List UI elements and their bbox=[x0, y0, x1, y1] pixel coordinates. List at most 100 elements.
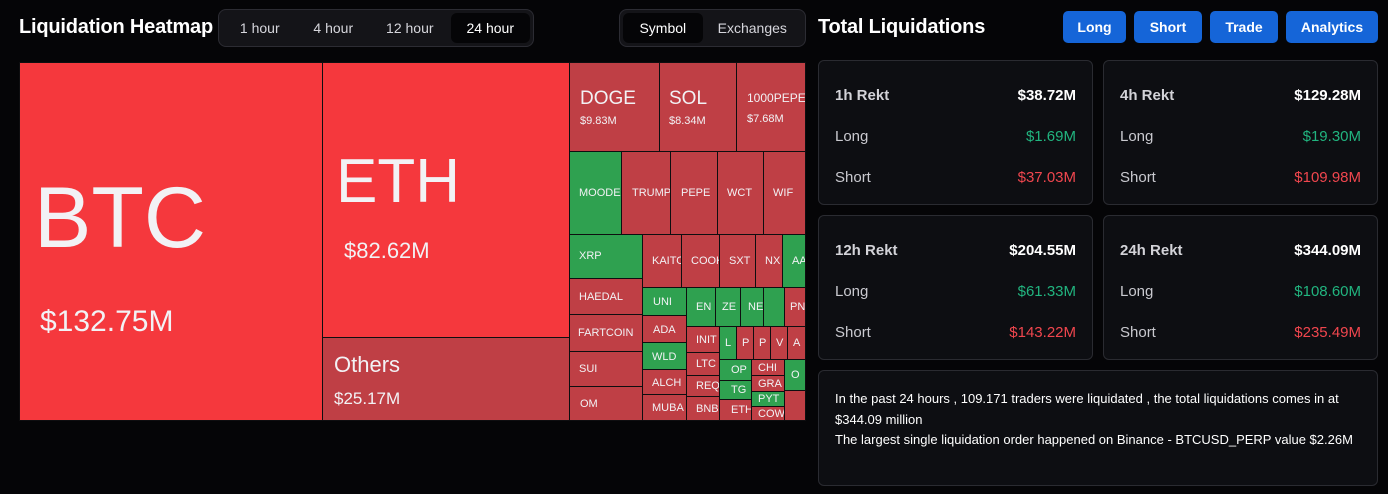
tile-cow[interactable]: COW bbox=[751, 406, 785, 421]
tile-gra[interactable]: GRA bbox=[751, 375, 785, 392]
tile-req[interactable]: REQ bbox=[686, 375, 720, 397]
tile-symbol: WLD bbox=[652, 351, 677, 363]
tile-symbol: EN bbox=[696, 301, 712, 313]
tile-misc[interactable] bbox=[784, 390, 806, 421]
analytics-button[interactable]: Analytics bbox=[1286, 11, 1378, 43]
tile-btc[interactable]: BTC $132.75M bbox=[19, 62, 323, 421]
tile-symbol: NE bbox=[748, 301, 764, 313]
tile-sui[interactable]: SUI bbox=[569, 351, 643, 387]
tile-1000pepe[interactable]: 1000PEPE $7.68M bbox=[736, 62, 806, 152]
tile-symbol: PYT bbox=[758, 393, 780, 405]
tile-a[interactable]: A bbox=[787, 326, 806, 360]
tab-exchanges[interactable]: Exchanges bbox=[717, 20, 787, 36]
tile-pn[interactable]: PN bbox=[784, 287, 806, 327]
long-value: $1.69M bbox=[1025, 128, 1076, 145]
tile-symbol: WIF bbox=[773, 187, 794, 199]
tile-symbol: INIT bbox=[696, 334, 717, 346]
tile-p-2[interactable]: P bbox=[753, 326, 771, 360]
short-button[interactable]: Short bbox=[1134, 11, 1202, 43]
tile-value: $132.75M bbox=[40, 305, 174, 338]
tile-pepe[interactable]: PEPE bbox=[670, 151, 718, 235]
tile-sol[interactable]: SOL $8.34M bbox=[659, 62, 737, 152]
card-label: 4h Rekt bbox=[1120, 87, 1175, 104]
tile-tg[interactable]: TG bbox=[719, 380, 752, 400]
tile-init[interactable]: INIT bbox=[686, 326, 720, 353]
tile-sxt[interactable]: SXT bbox=[719, 234, 756, 288]
time-range-tabs: 1 hour 4 hour 12 hour 24 hour bbox=[218, 9, 534, 47]
tile-symbol: OP bbox=[731, 364, 747, 376]
trade-button[interactable]: Trade bbox=[1210, 11, 1278, 43]
tile-v[interactable]: V bbox=[770, 326, 788, 360]
tile-value: $82.62M bbox=[344, 238, 430, 263]
tile-om[interactable]: OM bbox=[569, 386, 643, 421]
tile-ne-2[interactable] bbox=[763, 287, 785, 327]
tile-kaito[interactable]: KAITO bbox=[642, 234, 682, 288]
tile-symbol: A bbox=[793, 337, 801, 349]
tile-fartcoin[interactable]: FARTCOIN bbox=[569, 314, 643, 352]
tile-ne[interactable]: NE bbox=[740, 287, 764, 327]
summary-line-1: In the past 24 hours , 109.171 traders w… bbox=[835, 391, 1339, 427]
tab-4-hour[interactable]: 4 hour bbox=[313, 20, 354, 36]
tile-bnb[interactable]: BNB bbox=[686, 396, 720, 421]
tile-xrp[interactable]: XRP bbox=[569, 234, 643, 279]
tile-en[interactable]: EN bbox=[686, 287, 716, 327]
tile-muba[interactable]: MUBA bbox=[642, 394, 687, 421]
total-liquidations-title: Total Liquidations bbox=[818, 16, 986, 38]
tile-eth[interactable]: ETH $82.62M bbox=[322, 62, 570, 338]
tile-ada[interactable]: ADA bbox=[642, 315, 687, 343]
long-label: Long bbox=[835, 283, 869, 300]
tab-12-hour[interactable]: 12 hour bbox=[386, 20, 434, 36]
tab-symbol[interactable]: Symbol bbox=[623, 13, 703, 43]
tile-symbol: FARTCOIN bbox=[578, 327, 634, 339]
tile-ltc[interactable]: LTC bbox=[686, 352, 720, 376]
short-value: $235.49M bbox=[1294, 324, 1361, 341]
card-total: $204.55M bbox=[1009, 242, 1076, 259]
tile-symbol: PEPE bbox=[681, 187, 711, 199]
tile-symbol: 1000PEPE bbox=[747, 91, 806, 105]
tile-nx[interactable]: NX bbox=[755, 234, 783, 288]
tile-doge[interactable]: DOGE $9.83M bbox=[569, 62, 660, 152]
tile-symbol: GRA bbox=[758, 378, 782, 390]
tile-p[interactable]: P bbox=[736, 326, 754, 360]
tile-uni[interactable]: UNI bbox=[642, 287, 687, 316]
tile-alch[interactable]: ALCH bbox=[642, 369, 687, 395]
tile-trump[interactable]: TRUMP bbox=[621, 151, 671, 235]
tile-l[interactable]: L bbox=[719, 326, 737, 360]
tile-symbol: P bbox=[742, 337, 750, 349]
tab-24-hour[interactable]: 24 hour bbox=[450, 13, 530, 43]
tile-symbol: LTC bbox=[696, 358, 716, 370]
long-label: Long bbox=[1120, 128, 1154, 145]
tile-aa[interactable]: AA bbox=[782, 234, 806, 288]
tile-symbol: COOK bbox=[691, 255, 719, 267]
tile-symbol: PN bbox=[790, 301, 806, 313]
tile-symbol: ETH bbox=[336, 147, 460, 216]
tile-moode[interactable]: MOODE bbox=[569, 151, 622, 235]
card-label: 24h Rekt bbox=[1120, 242, 1183, 259]
tile-wld[interactable]: WLD bbox=[642, 342, 687, 370]
tile-symbol: NX bbox=[765, 255, 781, 267]
tile-haedal[interactable]: HAEDAL bbox=[569, 278, 643, 315]
tab-1-hour[interactable]: 1 hour bbox=[239, 20, 280, 36]
short-label: Short bbox=[1120, 324, 1156, 341]
long-value: $19.30M bbox=[1302, 128, 1361, 145]
tile-cook[interactable]: COOK bbox=[681, 234, 720, 288]
tile-others[interactable]: Others $25.17M bbox=[322, 337, 570, 421]
long-value: $108.60M bbox=[1294, 283, 1361, 300]
card-24h-rekt: 24h Rekt $344.09M Long $108.60M Short $235.… bbox=[1103, 215, 1378, 360]
tile-eth-small[interactable]: ETH bbox=[719, 399, 752, 421]
short-value: $143.22M bbox=[1009, 324, 1076, 341]
tile-wct[interactable]: WCT bbox=[717, 151, 764, 235]
tile-symbol: KAITO bbox=[652, 255, 682, 267]
tile-symbol: COW bbox=[758, 408, 785, 420]
tile-op[interactable]: OP bbox=[719, 359, 752, 381]
tile-wif[interactable]: WIF bbox=[763, 151, 806, 235]
tile-symbol: AA bbox=[792, 255, 806, 267]
tile-o[interactable]: O bbox=[784, 359, 806, 391]
tile-chi[interactable]: CHI bbox=[751, 359, 785, 376]
tile-symbol: OM bbox=[580, 398, 598, 410]
tile-symbol: MUBA bbox=[652, 402, 684, 414]
tile-symbol: WCT bbox=[727, 187, 753, 199]
long-button[interactable]: Long bbox=[1063, 11, 1126, 43]
tile-ze[interactable]: ZE bbox=[715, 287, 741, 327]
tile-pyt[interactable]: PYT bbox=[751, 391, 785, 407]
